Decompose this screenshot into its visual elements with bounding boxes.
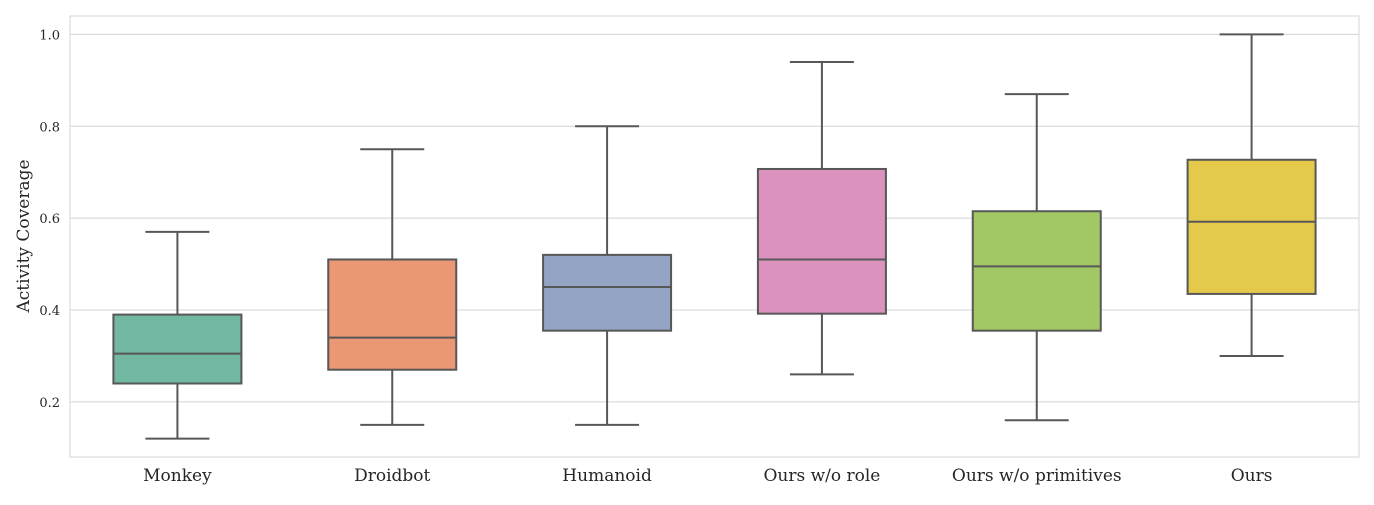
y-tick-label: 0.4 [39, 304, 60, 319]
box-iqr [756, 167, 887, 315]
box-group [327, 148, 458, 426]
x-tick-label: Droidbot [354, 466, 430, 486]
x-tick-label: Ours w/o primitives [952, 466, 1122, 486]
box-group [756, 60, 887, 376]
box-group [112, 230, 243, 440]
box-layer [112, 33, 1317, 440]
y-axis-title: Activity Coverage [14, 159, 34, 313]
x-tick-label: Monkey [143, 466, 212, 486]
box-group [1186, 33, 1317, 357]
y-tick-label: 1.0 [39, 28, 60, 43]
x-tick-label: Ours w/o role [763, 466, 880, 486]
y-tick-label: 0.6 [39, 212, 60, 227]
box-iqr [327, 258, 458, 371]
box-iqr [112, 313, 243, 385]
box-iqr [971, 210, 1102, 332]
y-tick-label: 0.8 [39, 120, 60, 135]
axis-layer: 0.2 0.4 0.6 0.8 1.0 Monkey Droidbot Humanoid Our… [39, 28, 1272, 486]
box-group [971, 93, 1102, 422]
x-tick-label: Ours [1231, 466, 1273, 486]
plot-frame [69, 15, 1360, 458]
grid-layer [69, 15, 1360, 458]
box-iqr [1186, 158, 1317, 295]
x-tick-label: Humanoid [562, 466, 652, 486]
y-tick-label: 0.2 [39, 396, 60, 411]
box-group [542, 125, 673, 426]
box-iqr [542, 253, 673, 332]
